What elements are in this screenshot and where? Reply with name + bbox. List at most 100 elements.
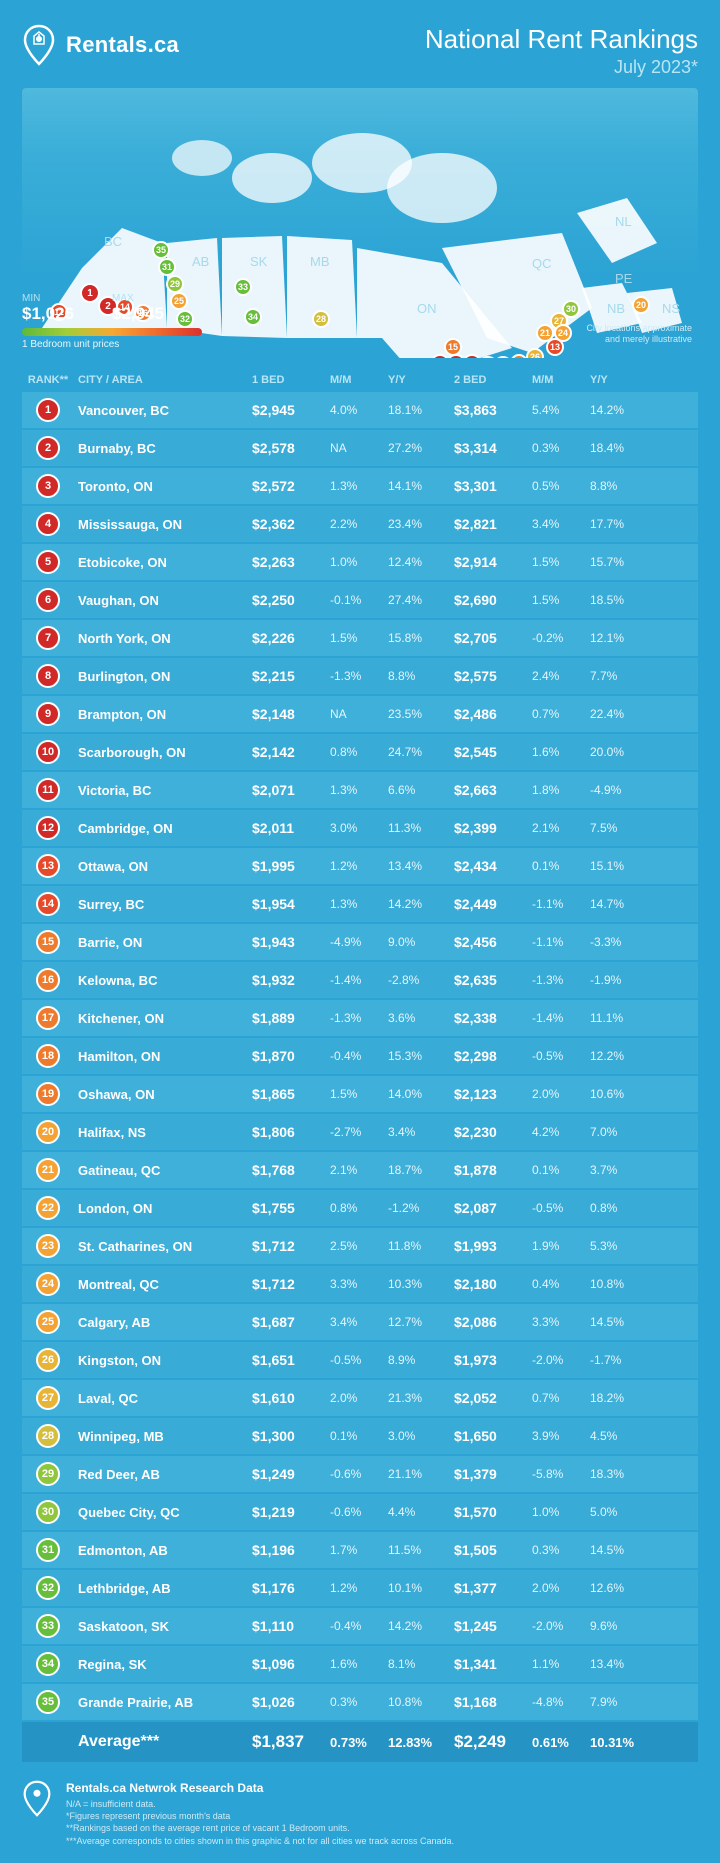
province-label: ON <box>417 301 437 316</box>
yy-2bed: 13.4% <box>590 1657 650 1671</box>
yy-1bed: 15.3% <box>388 1049 454 1063</box>
rank-badge: 19 <box>36 1082 60 1106</box>
table-row: 24Montreal, QC$1,7123.3%10.3%$2,1800.4%1… <box>22 1266 698 1302</box>
mm-2bed: 1.5% <box>532 555 590 569</box>
table-row: 22London, ON$1,7550.8%-1.2%$2,087-0.5%0.… <box>22 1190 698 1226</box>
rank-badge: 15 <box>36 930 60 954</box>
price-2bed: $2,052 <box>454 1390 532 1406</box>
map-marker-badge: 31 <box>158 258 176 276</box>
yy-1bed: 14.2% <box>388 1619 454 1633</box>
city-name: North York, ON <box>74 631 252 646</box>
price-2bed: $1,973 <box>454 1352 532 1368</box>
yy-1bed: 3.0% <box>388 1429 454 1443</box>
yy-1bed: -2.8% <box>388 973 454 987</box>
yy-1bed: 10.3% <box>388 1277 454 1291</box>
mm-1bed: 4.0% <box>330 403 388 417</box>
yy-1bed: 9.0% <box>388 935 454 949</box>
price-1bed: $2,578 <box>252 440 330 456</box>
rent-table: RANK** CITY / AREA 1 BED M/M Y/Y 2 BED M… <box>22 366 698 1762</box>
yy-1bed: 4.4% <box>388 1505 454 1519</box>
table-row: 15Barrie, ON$1,943-4.9%9.0%$2,456-1.1%-3… <box>22 924 698 960</box>
rank-badge: 21 <box>36 1158 60 1182</box>
mm-2bed: 0.7% <box>532 707 590 721</box>
title-block: National Rent Rankings July 2023* <box>425 24 698 78</box>
city-name: Red Deer, AB <box>74 1467 252 1482</box>
mm-2bed: 1.8% <box>532 783 590 797</box>
city-name: Kelowna, BC <box>74 973 252 988</box>
table-row: 29Red Deer, AB$1,249-0.6%21.1%$1,379-5.8… <box>22 1456 698 1492</box>
table-row: 1Vancouver, BC$2,9454.0%18.1%$3,8635.4%1… <box>22 392 698 428</box>
map-marker: 31 <box>158 258 176 276</box>
rank-badge: 29 <box>36 1462 60 1486</box>
table-row: 21Gatineau, QC$1,7682.1%18.7%$1,8780.1%3… <box>22 1152 698 1188</box>
price-1bed: $1,610 <box>252 1390 330 1406</box>
city-name: Laval, QC <box>74 1391 252 1406</box>
yy-1bed: 14.0% <box>388 1087 454 1101</box>
legend-max-value: $2,945 <box>112 304 164 324</box>
price-2bed: $2,635 <box>454 972 532 988</box>
yy-2bed: 18.3% <box>590 1467 650 1481</box>
price-2bed: $1,993 <box>454 1238 532 1254</box>
map-marker: 20 <box>632 296 650 314</box>
price-1bed: $1,110 <box>252 1618 330 1634</box>
table-row: 31Edmonton, AB$1,1961.7%11.5%$1,5050.3%1… <box>22 1532 698 1568</box>
mm-2bed: 5.4% <box>532 403 590 417</box>
city-name: London, ON <box>74 1201 252 1216</box>
yy-1bed: 27.4% <box>388 593 454 607</box>
mm-1bed: 1.5% <box>330 1087 388 1101</box>
rank-badge: 12 <box>36 816 60 840</box>
rank-badge: 17 <box>36 1006 60 1030</box>
price-1bed: $1,219 <box>252 1504 330 1520</box>
table-row: 11Victoria, BC$2,0711.3%6.6%$2,6631.8%-4… <box>22 772 698 808</box>
yy-2bed: 8.8% <box>590 479 650 493</box>
table-row: 19Oshawa, ON$1,8651.5%14.0%$2,1232.0%10.… <box>22 1076 698 1112</box>
mm-1bed: -0.4% <box>330 1049 388 1063</box>
rank-badge: 5 <box>36 550 60 574</box>
map-marker: 33 <box>234 278 252 296</box>
price-1bed: $1,943 <box>252 934 330 950</box>
mm-1bed: 0.1% <box>330 1429 388 1443</box>
mm-1bed: 1.3% <box>330 479 388 493</box>
rank-badge: 11 <box>36 778 60 802</box>
yy-1bed: 12.4% <box>388 555 454 569</box>
yy-1bed: 15.8% <box>388 631 454 645</box>
mm-2bed: 1.1% <box>532 1657 590 1671</box>
mm-1bed: 3.0% <box>330 821 388 835</box>
price-1bed: $1,806 <box>252 1124 330 1140</box>
price-1bed: $1,755 <box>252 1200 330 1216</box>
map-marker: 29 <box>166 275 184 293</box>
map-note: City locations approximate and merely il… <box>586 323 692 346</box>
legend: MIN $1,026 MAX $2,945 1 Bedroom unit pri… <box>22 293 202 350</box>
rank-badge: 1 <box>36 398 60 422</box>
mm-2bed: 0.3% <box>532 441 590 455</box>
price-2bed: $2,434 <box>454 858 532 874</box>
city-name: Regina, SK <box>74 1657 252 1672</box>
table-row: 10Scarborough, ON$2,1420.8%24.7%$2,5451.… <box>22 734 698 770</box>
map-marker: 28 <box>312 310 330 328</box>
col-rank: RANK** <box>22 374 74 386</box>
city-name: Brampton, ON <box>74 707 252 722</box>
yy-2bed: 5.0% <box>590 1505 650 1519</box>
col-city: CITY / AREA <box>74 374 252 386</box>
mm-2bed: 1.5% <box>532 593 590 607</box>
table-row: 26Kingston, ON$1,651-0.5%8.9%$1,973-2.0%… <box>22 1342 698 1378</box>
price-1bed: $1,870 <box>252 1048 330 1064</box>
city-name: Quebec City, QC <box>74 1505 252 1520</box>
rank-badge: 22 <box>36 1196 60 1220</box>
yy-2bed: -3.3% <box>590 935 650 949</box>
yy-2bed: 9.6% <box>590 1619 650 1633</box>
mm-1bed: 2.5% <box>330 1239 388 1253</box>
rank-badge: 13 <box>36 854 60 878</box>
yy-1bed: 13.4% <box>388 859 454 873</box>
yy-2bed: 18.2% <box>590 1391 650 1405</box>
table-row: 6Vaughan, ON$2,250-0.1%27.4%$2,6901.5%18… <box>22 582 698 618</box>
mm-1bed: 1.5% <box>330 631 388 645</box>
col-yy1: Y/Y <box>388 374 454 386</box>
map-marker-badge: 34 <box>244 308 262 326</box>
average-label: Average*** <box>74 1733 252 1751</box>
yy-1bed: 24.7% <box>388 745 454 759</box>
price-1bed: $1,687 <box>252 1314 330 1330</box>
mm-2bed: 2.1% <box>532 821 590 835</box>
mm-2bed: -2.0% <box>532 1353 590 1367</box>
price-1bed: $1,995 <box>252 858 330 874</box>
